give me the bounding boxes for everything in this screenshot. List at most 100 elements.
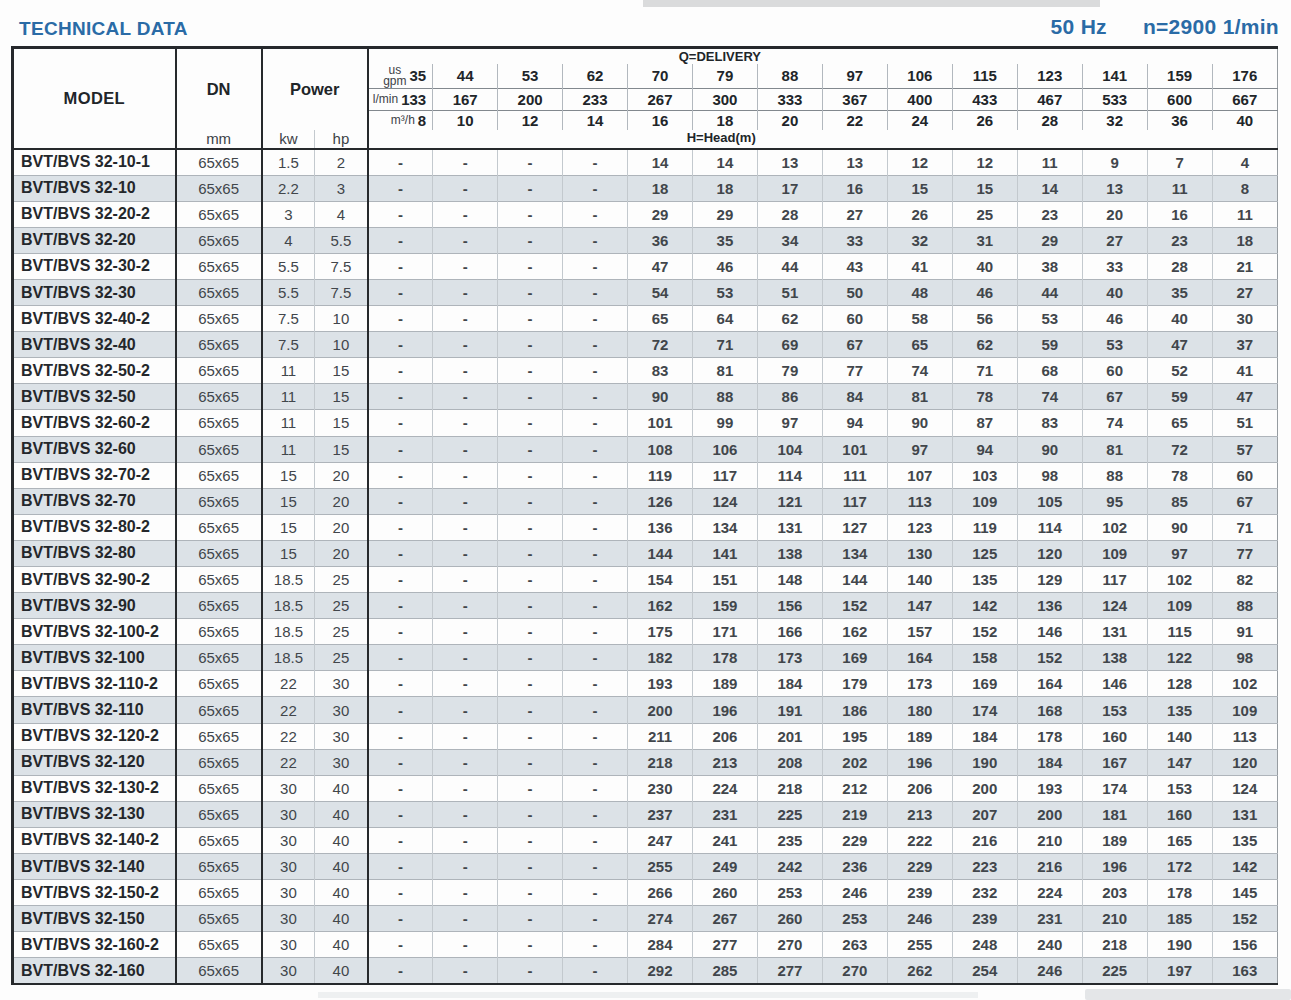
head-cell: - bbox=[563, 410, 628, 436]
head-cell: 255 bbox=[887, 932, 952, 958]
head-cell: - bbox=[563, 619, 628, 645]
head-cell: - bbox=[368, 253, 433, 279]
power-column-header: Power bbox=[262, 48, 368, 131]
hp-cell: 25 bbox=[315, 645, 368, 671]
dn-cell: 65x65 bbox=[176, 749, 262, 775]
head-cell: - bbox=[498, 775, 563, 801]
head-cell: - bbox=[433, 854, 498, 880]
model-cell: BVT/BVS 32-60-2 bbox=[13, 410, 176, 436]
head-cell: - bbox=[563, 201, 628, 227]
head-cell: 101 bbox=[628, 410, 693, 436]
head-cell: 97 bbox=[887, 436, 952, 462]
head-cell: 240 bbox=[1017, 932, 1082, 958]
head-cell: - bbox=[498, 201, 563, 227]
head-cell: 178 bbox=[1017, 723, 1082, 749]
head-cell: 206 bbox=[692, 723, 757, 749]
head-cell: 130 bbox=[887, 540, 952, 566]
head-cell: 260 bbox=[757, 906, 822, 932]
model-cell: BVT/BVS 32-50-2 bbox=[13, 358, 176, 384]
hp-cell: 30 bbox=[315, 697, 368, 723]
head-cell: 235 bbox=[757, 827, 822, 853]
gpm-value: 176 bbox=[1212, 64, 1277, 88]
head-cell: - bbox=[433, 436, 498, 462]
head-cell: - bbox=[498, 880, 563, 906]
head-cell: 29 bbox=[1017, 227, 1082, 253]
head-cell: 178 bbox=[692, 645, 757, 671]
m3h-value: 14 bbox=[563, 110, 628, 130]
head-cell: 249 bbox=[692, 854, 757, 880]
table-row: BVT/BVS 32-9065x6518.525----162159156152… bbox=[13, 593, 1278, 619]
head-cell: 135 bbox=[1147, 697, 1212, 723]
head-cell: - bbox=[563, 723, 628, 749]
head-cell: 253 bbox=[822, 906, 887, 932]
head-cell: 67 bbox=[822, 332, 887, 358]
table-row: BVT/BVS 32-10065x6518.525----18217817316… bbox=[13, 645, 1278, 671]
head-cell: 225 bbox=[1082, 958, 1147, 984]
head-cell: 59 bbox=[1017, 332, 1082, 358]
hp-cell: 40 bbox=[315, 854, 368, 880]
head-cell: 102 bbox=[1212, 671, 1277, 697]
head-cell: 207 bbox=[952, 801, 1017, 827]
head-cell: 153 bbox=[1147, 775, 1212, 801]
model-cell: BVT/BVS 32-70-2 bbox=[13, 462, 176, 488]
dn-cell: 65x65 bbox=[176, 410, 262, 436]
head-cell: 29 bbox=[628, 201, 693, 227]
frequency-label: 50 Hz bbox=[1051, 15, 1107, 39]
head-cell: - bbox=[498, 514, 563, 540]
head-cell: 184 bbox=[952, 723, 1017, 749]
head-cell: - bbox=[368, 880, 433, 906]
head-cell: 72 bbox=[1147, 436, 1212, 462]
head-cell: 90 bbox=[887, 410, 952, 436]
head-cell: 27 bbox=[1082, 227, 1147, 253]
kw-cell: 7.5 bbox=[262, 332, 315, 358]
kw-cell: 22 bbox=[262, 671, 315, 697]
model-cell: BVT/BVS 32-110-2 bbox=[13, 671, 176, 697]
head-cell: 189 bbox=[692, 671, 757, 697]
head-cell: 18 bbox=[1212, 227, 1277, 253]
head-cell: 71 bbox=[1212, 514, 1277, 540]
head-cell: 37 bbox=[1212, 332, 1277, 358]
head-cell: 242 bbox=[757, 854, 822, 880]
head-cell: 285 bbox=[692, 958, 757, 984]
model-cell: BVT/BVS 32-70 bbox=[13, 488, 176, 514]
table-row: BVT/BVS 32-40-265x657.510----65646260585… bbox=[13, 306, 1278, 332]
kw-cell: 3 bbox=[262, 201, 315, 227]
head-cell: 16 bbox=[1147, 201, 1212, 227]
lmin-value: 133 bbox=[401, 91, 426, 108]
head-cell: 109 bbox=[1147, 593, 1212, 619]
head-cell: - bbox=[563, 358, 628, 384]
m3h-value: 12 bbox=[498, 110, 563, 130]
gpm-value: 106 bbox=[887, 64, 952, 88]
head-cell: 223 bbox=[952, 854, 1017, 880]
lmin-value: 233 bbox=[563, 88, 628, 110]
table-row: BVT/BVS 32-4065x657.510----7271696765625… bbox=[13, 332, 1278, 358]
head-cell: 136 bbox=[628, 514, 693, 540]
lmin-value: 267 bbox=[628, 88, 693, 110]
head-cell: 190 bbox=[952, 749, 1017, 775]
model-column-header: MODEL bbox=[13, 48, 176, 150]
head-cell: - bbox=[368, 827, 433, 853]
head-cell: 246 bbox=[822, 880, 887, 906]
scan-artifact-bottom-right bbox=[1085, 989, 1291, 1000]
head-cell: 15 bbox=[952, 175, 1017, 201]
head-cell: 46 bbox=[952, 279, 1017, 305]
gpm-unit-cell: usgpm35 bbox=[368, 64, 433, 88]
lmin-value: 300 bbox=[692, 88, 757, 110]
head-cell: 178 bbox=[1147, 880, 1212, 906]
head-cell: - bbox=[368, 488, 433, 514]
kw-cell: 22 bbox=[262, 697, 315, 723]
head-cell: - bbox=[498, 488, 563, 514]
head-cell: 60 bbox=[1082, 358, 1147, 384]
head-cell: 163 bbox=[1212, 958, 1277, 984]
head-cell: 230 bbox=[628, 775, 693, 801]
head-cell: 239 bbox=[952, 906, 1017, 932]
head-cell: 196 bbox=[1082, 854, 1147, 880]
head-header: H=Head(m) bbox=[368, 130, 1278, 149]
head-cell: - bbox=[433, 932, 498, 958]
head-cell: 35 bbox=[1147, 279, 1212, 305]
head-cell: 71 bbox=[952, 358, 1017, 384]
head-cell: 144 bbox=[628, 540, 693, 566]
table-row: BVT/BVS 32-120-265x652230----21120620119… bbox=[13, 723, 1278, 749]
head-cell: 67 bbox=[1082, 384, 1147, 410]
head-cell: - bbox=[433, 880, 498, 906]
